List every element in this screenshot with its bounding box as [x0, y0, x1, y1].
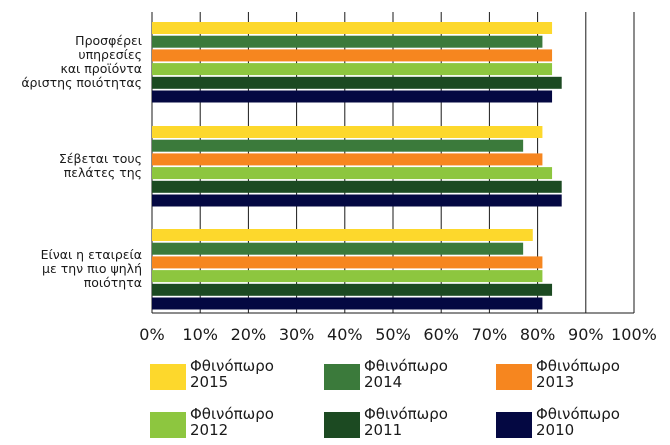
- x-tick-label-1: 10%: [182, 325, 218, 344]
- legend-swatch-5: [496, 412, 532, 438]
- legend-label-3: Φθινόπωρο 2012: [190, 405, 274, 439]
- category-label-0: Προσφέρει υπηρεσίες και προϊόντα άριστης πο…: [21, 33, 142, 90]
- legend-swatch-4: [324, 412, 360, 438]
- legend-swatch-1: [324, 364, 360, 390]
- category-label-2: Είναι η εταιρεία με την πιο ψηλή ποιότητα: [41, 247, 142, 290]
- legend-swatch-3: [150, 412, 186, 438]
- legend-label-4: Φθινόπωρο 2011: [364, 405, 448, 439]
- legend-label-2: Φθινόπωρο 2013: [536, 357, 620, 391]
- bar-0-4: [152, 76, 562, 89]
- bar-0-5: [152, 90, 553, 103]
- bar-2-1: [152, 242, 524, 255]
- bar-2-5: [152, 297, 543, 310]
- legend-label-5: Φθινόπωρο 2010: [536, 405, 620, 439]
- x-tick-label-8: 80%: [520, 325, 556, 344]
- bar-0-0: [152, 22, 553, 34]
- legend-label-0: Φθινόπωρο 2015: [190, 357, 274, 391]
- bar-1-1: [152, 139, 524, 152]
- bar-2-4: [152, 283, 553, 296]
- category-labels: Προσφέρει υπηρεσίες και προϊόντα άριστης πο…: [21, 33, 142, 290]
- x-tick-labels: 0% 10% 20% 30% 40% 50% 60% 70% 80% 90% 100%: [139, 325, 657, 344]
- bar-2-3: [152, 270, 543, 283]
- category-label-1: Σέβεται τους πελάτες της: [59, 151, 142, 180]
- x-tick-label-2: 20%: [231, 325, 267, 344]
- bar-2-2: [152, 256, 543, 269]
- bar-1-5: [152, 194, 562, 207]
- x-tick-label-4: 40%: [327, 325, 363, 344]
- bar-1-3: [152, 167, 553, 180]
- x-tick-label-6: 60%: [423, 325, 459, 344]
- legend-swatch-0: [150, 364, 186, 390]
- bar-0-1: [152, 35, 543, 48]
- bar-1-4: [152, 180, 562, 193]
- legend-label-1: Φθινόπωρο 2014: [364, 357, 448, 391]
- bar-0-2: [152, 49, 553, 62]
- legend-swatch-2: [496, 364, 532, 390]
- x-tick-label-0: 0%: [139, 325, 164, 344]
- bar-2-0: [152, 229, 533, 241]
- x-tick-label-5: 50%: [375, 325, 411, 344]
- x-tick-label-10: 100%: [611, 325, 657, 344]
- bar-1-0: [152, 126, 543, 138]
- x-tick-label-9: 90%: [568, 325, 604, 344]
- x-tick-label-7: 70%: [472, 325, 508, 344]
- x-tick-label-3: 30%: [279, 325, 315, 344]
- bar-0-3: [152, 63, 553, 76]
- bars: [152, 22, 562, 310]
- bar-1-2: [152, 153, 543, 166]
- legend: Φθινόπωρο 2015 Φθινόπωρο 2014 Φθινόπωρο 2013 Φ…: [150, 358, 670, 445]
